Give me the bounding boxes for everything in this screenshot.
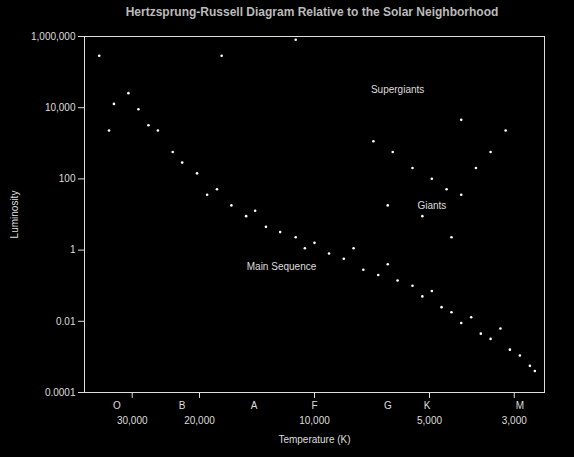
svg-text:100: 100 [59, 173, 76, 184]
svg-text:1: 1 [70, 244, 76, 255]
html-text:Hertzsprung-Russell Diagram Re: Hertzsprung-Russell Diagram Relative to … [125, 5, 499, 19]
svg-text:Giants: Giants [417, 200, 446, 211]
svg-text:5,000: 5,000 [417, 415, 442, 426]
svg-text:Luminosity: Luminosity [9, 191, 20, 239]
svg-text:M: M [516, 400, 524, 411]
svg-text:0.01: 0.01 [56, 316, 76, 327]
svg-text:B: B [179, 400, 186, 411]
svg-text:10,000: 10,000 [45, 102, 76, 113]
svg-text:20,000: 20,000 [184, 415, 215, 426]
svg-text:3,000: 3,000 [502, 415, 527, 426]
svg-text:30,000: 30,000 [117, 415, 148, 426]
svg-text:10,000: 10,000 [299, 415, 330, 426]
svg-text:A: A [251, 400, 258, 411]
svg-text:G: G [384, 400, 392, 411]
svg-text:Main Sequence: Main Sequence [247, 261, 317, 272]
svg-text:F: F [311, 400, 317, 411]
svg-text:Temperature (K): Temperature (K) [278, 434, 350, 445]
svg-text:K: K [424, 400, 431, 411]
svg-text:0.0001: 0.0001 [45, 387, 76, 398]
svg-text:O: O [113, 400, 121, 411]
svg-text:Supergiants: Supergiants [371, 84, 424, 95]
svg-text:1,000,000: 1,000,000 [31, 31, 76, 42]
